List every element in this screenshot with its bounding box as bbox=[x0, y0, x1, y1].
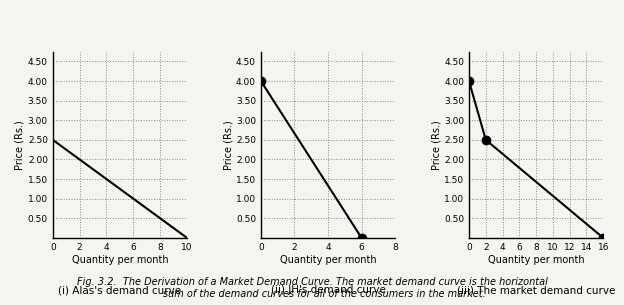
Title: (iii) The market demand curve: (iii) The market demand curve bbox=[457, 285, 615, 295]
Y-axis label: Price (Rs.): Price (Rs.) bbox=[223, 120, 233, 170]
X-axis label: Quantity per month: Quantity per month bbox=[280, 255, 376, 264]
X-axis label: Quantity per month: Quantity per month bbox=[72, 255, 168, 264]
Title: (ii) JH's demand curve: (ii) JH's demand curve bbox=[271, 285, 386, 295]
Text: Fig. 3.2.  The Derivation of a Market Demand Curve. The market demand curve is t: Fig. 3.2. The Derivation of a Market Dem… bbox=[77, 277, 547, 299]
X-axis label: Quantity per month: Quantity per month bbox=[488, 255, 585, 264]
Y-axis label: Price (Rs.): Price (Rs.) bbox=[15, 120, 25, 170]
Y-axis label: Price (Rs.): Price (Rs.) bbox=[431, 120, 441, 170]
Title: (i) Alas's demand curve: (i) Alas's demand curve bbox=[58, 285, 182, 295]
